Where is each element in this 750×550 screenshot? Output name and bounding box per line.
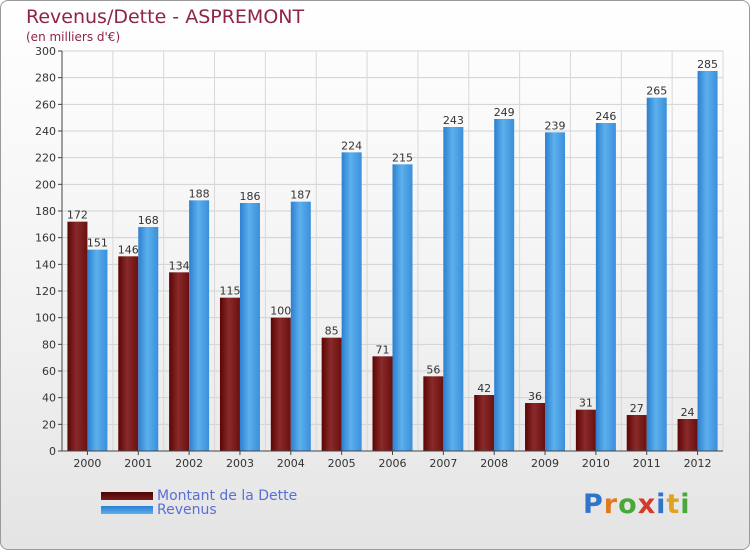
bar-debt — [372, 356, 393, 451]
data-label: 188 — [189, 187, 210, 200]
y-tick-label: 260 — [35, 98, 56, 111]
bar-debt — [118, 256, 139, 451]
data-label: 24 — [681, 406, 695, 419]
y-tick-label: 240 — [35, 125, 56, 138]
legend-item-revenue: Revenus — [101, 503, 217, 517]
x-tick-label: 2005 — [328, 457, 356, 470]
bar-debt — [575, 409, 596, 451]
logo-letter: i — [656, 489, 667, 520]
bar-debt — [321, 337, 342, 451]
y-tick-label: 200 — [35, 178, 56, 191]
data-label: 239 — [545, 119, 566, 132]
logo-letter: r — [603, 489, 619, 520]
proxiti-logo: Proxiti — [583, 489, 691, 520]
bar-debt — [219, 297, 240, 451]
bar-revenue — [595, 123, 616, 451]
logo-letter: x — [637, 489, 657, 520]
data-label: 285 — [697, 58, 718, 71]
bar-revenue — [239, 203, 260, 451]
legend-swatch-revenue — [101, 506, 153, 514]
x-tick-label: 2001 — [124, 457, 152, 470]
data-label: 146 — [118, 243, 139, 256]
y-tick-label: 280 — [35, 72, 56, 85]
y-tick-label: 20 — [42, 418, 56, 431]
data-label: 215 — [392, 151, 413, 164]
y-tick-label: 80 — [42, 338, 56, 351]
data-label: 151 — [87, 237, 108, 250]
data-label: 168 — [138, 214, 159, 227]
bar-revenue — [545, 132, 566, 452]
chart-subtitle: (en milliers d'€) — [26, 30, 121, 44]
bar-debt — [626, 415, 647, 451]
data-label: 187 — [290, 189, 311, 202]
data-label: 85 — [325, 325, 339, 338]
x-tick-label: 2008 — [480, 457, 508, 470]
y-tick-label: 120 — [35, 285, 56, 298]
bar-debt — [677, 419, 698, 451]
data-label: 115 — [219, 285, 240, 298]
x-tick-label: 2000 — [73, 457, 101, 470]
x-tick-label: 2007 — [429, 457, 457, 470]
x-tick-label: 2004 — [277, 457, 305, 470]
bar-revenue — [494, 119, 515, 451]
chart-title: Revenus/Dette - ASPREMONT — [26, 6, 305, 28]
bar-debt — [423, 376, 444, 451]
y-tick-label: 220 — [35, 152, 56, 165]
y-tick-label: 180 — [35, 205, 56, 218]
y-tick-label: 60 — [42, 365, 56, 378]
bar-revenue — [646, 97, 667, 452]
bar-revenue — [290, 201, 311, 451]
data-label: 243 — [443, 114, 464, 127]
bar-debt — [474, 395, 495, 451]
x-tick-label: 2010 — [582, 457, 610, 470]
data-label: 100 — [270, 305, 291, 318]
y-tick-label: 160 — [35, 232, 56, 245]
bar-debt — [525, 403, 546, 451]
data-label: 42 — [477, 382, 491, 395]
logo-letter: o — [618, 489, 638, 520]
x-tick-label: 2003 — [226, 457, 254, 470]
legend-swatch-debt — [101, 492, 153, 500]
bar-debt — [270, 317, 291, 451]
y-tick-label: 300 — [35, 45, 56, 58]
data-label: 265 — [646, 85, 667, 98]
legend-label-revenue: Revenus — [157, 502, 217, 518]
data-label: 134 — [169, 259, 190, 272]
legend-label-debt: Montant de la Dette — [157, 488, 298, 504]
data-label: 36 — [528, 390, 542, 403]
y-tick-label: 40 — [42, 392, 56, 405]
data-label: 71 — [376, 343, 390, 356]
bar-revenue — [189, 200, 210, 451]
y-tick-label: 140 — [35, 258, 56, 271]
x-tick-label: 2012 — [684, 457, 712, 470]
y-tick-label: 0 — [49, 445, 56, 458]
bar-revenue — [138, 227, 159, 451]
bar-revenue — [87, 249, 108, 451]
bar-revenue — [443, 127, 464, 451]
x-tick-label: 2009 — [531, 457, 559, 470]
bar-revenue — [392, 164, 413, 452]
data-label: 249 — [494, 106, 515, 119]
logo-letter: i — [680, 489, 691, 520]
logo-letter: t — [666, 489, 681, 520]
x-tick-label: 2006 — [379, 457, 407, 470]
bar-debt — [67, 221, 88, 451]
data-label: 246 — [595, 110, 616, 123]
data-label: 27 — [630, 402, 644, 415]
data-label: 172 — [67, 209, 88, 222]
logo-letter: P — [583, 489, 604, 520]
x-tick-label: 2011 — [633, 457, 661, 470]
data-label: 186 — [239, 190, 260, 203]
bar-revenue — [341, 152, 362, 452]
bar-debt — [169, 272, 190, 451]
x-tick-label: 2002 — [175, 457, 203, 470]
bar-revenue — [697, 71, 718, 451]
legend-item-debt: Montant de la Dette — [101, 489, 297, 503]
data-label: 224 — [341, 139, 362, 152]
data-label: 31 — [579, 397, 593, 410]
y-tick-label: 100 — [35, 312, 56, 325]
data-label: 56 — [426, 363, 440, 376]
